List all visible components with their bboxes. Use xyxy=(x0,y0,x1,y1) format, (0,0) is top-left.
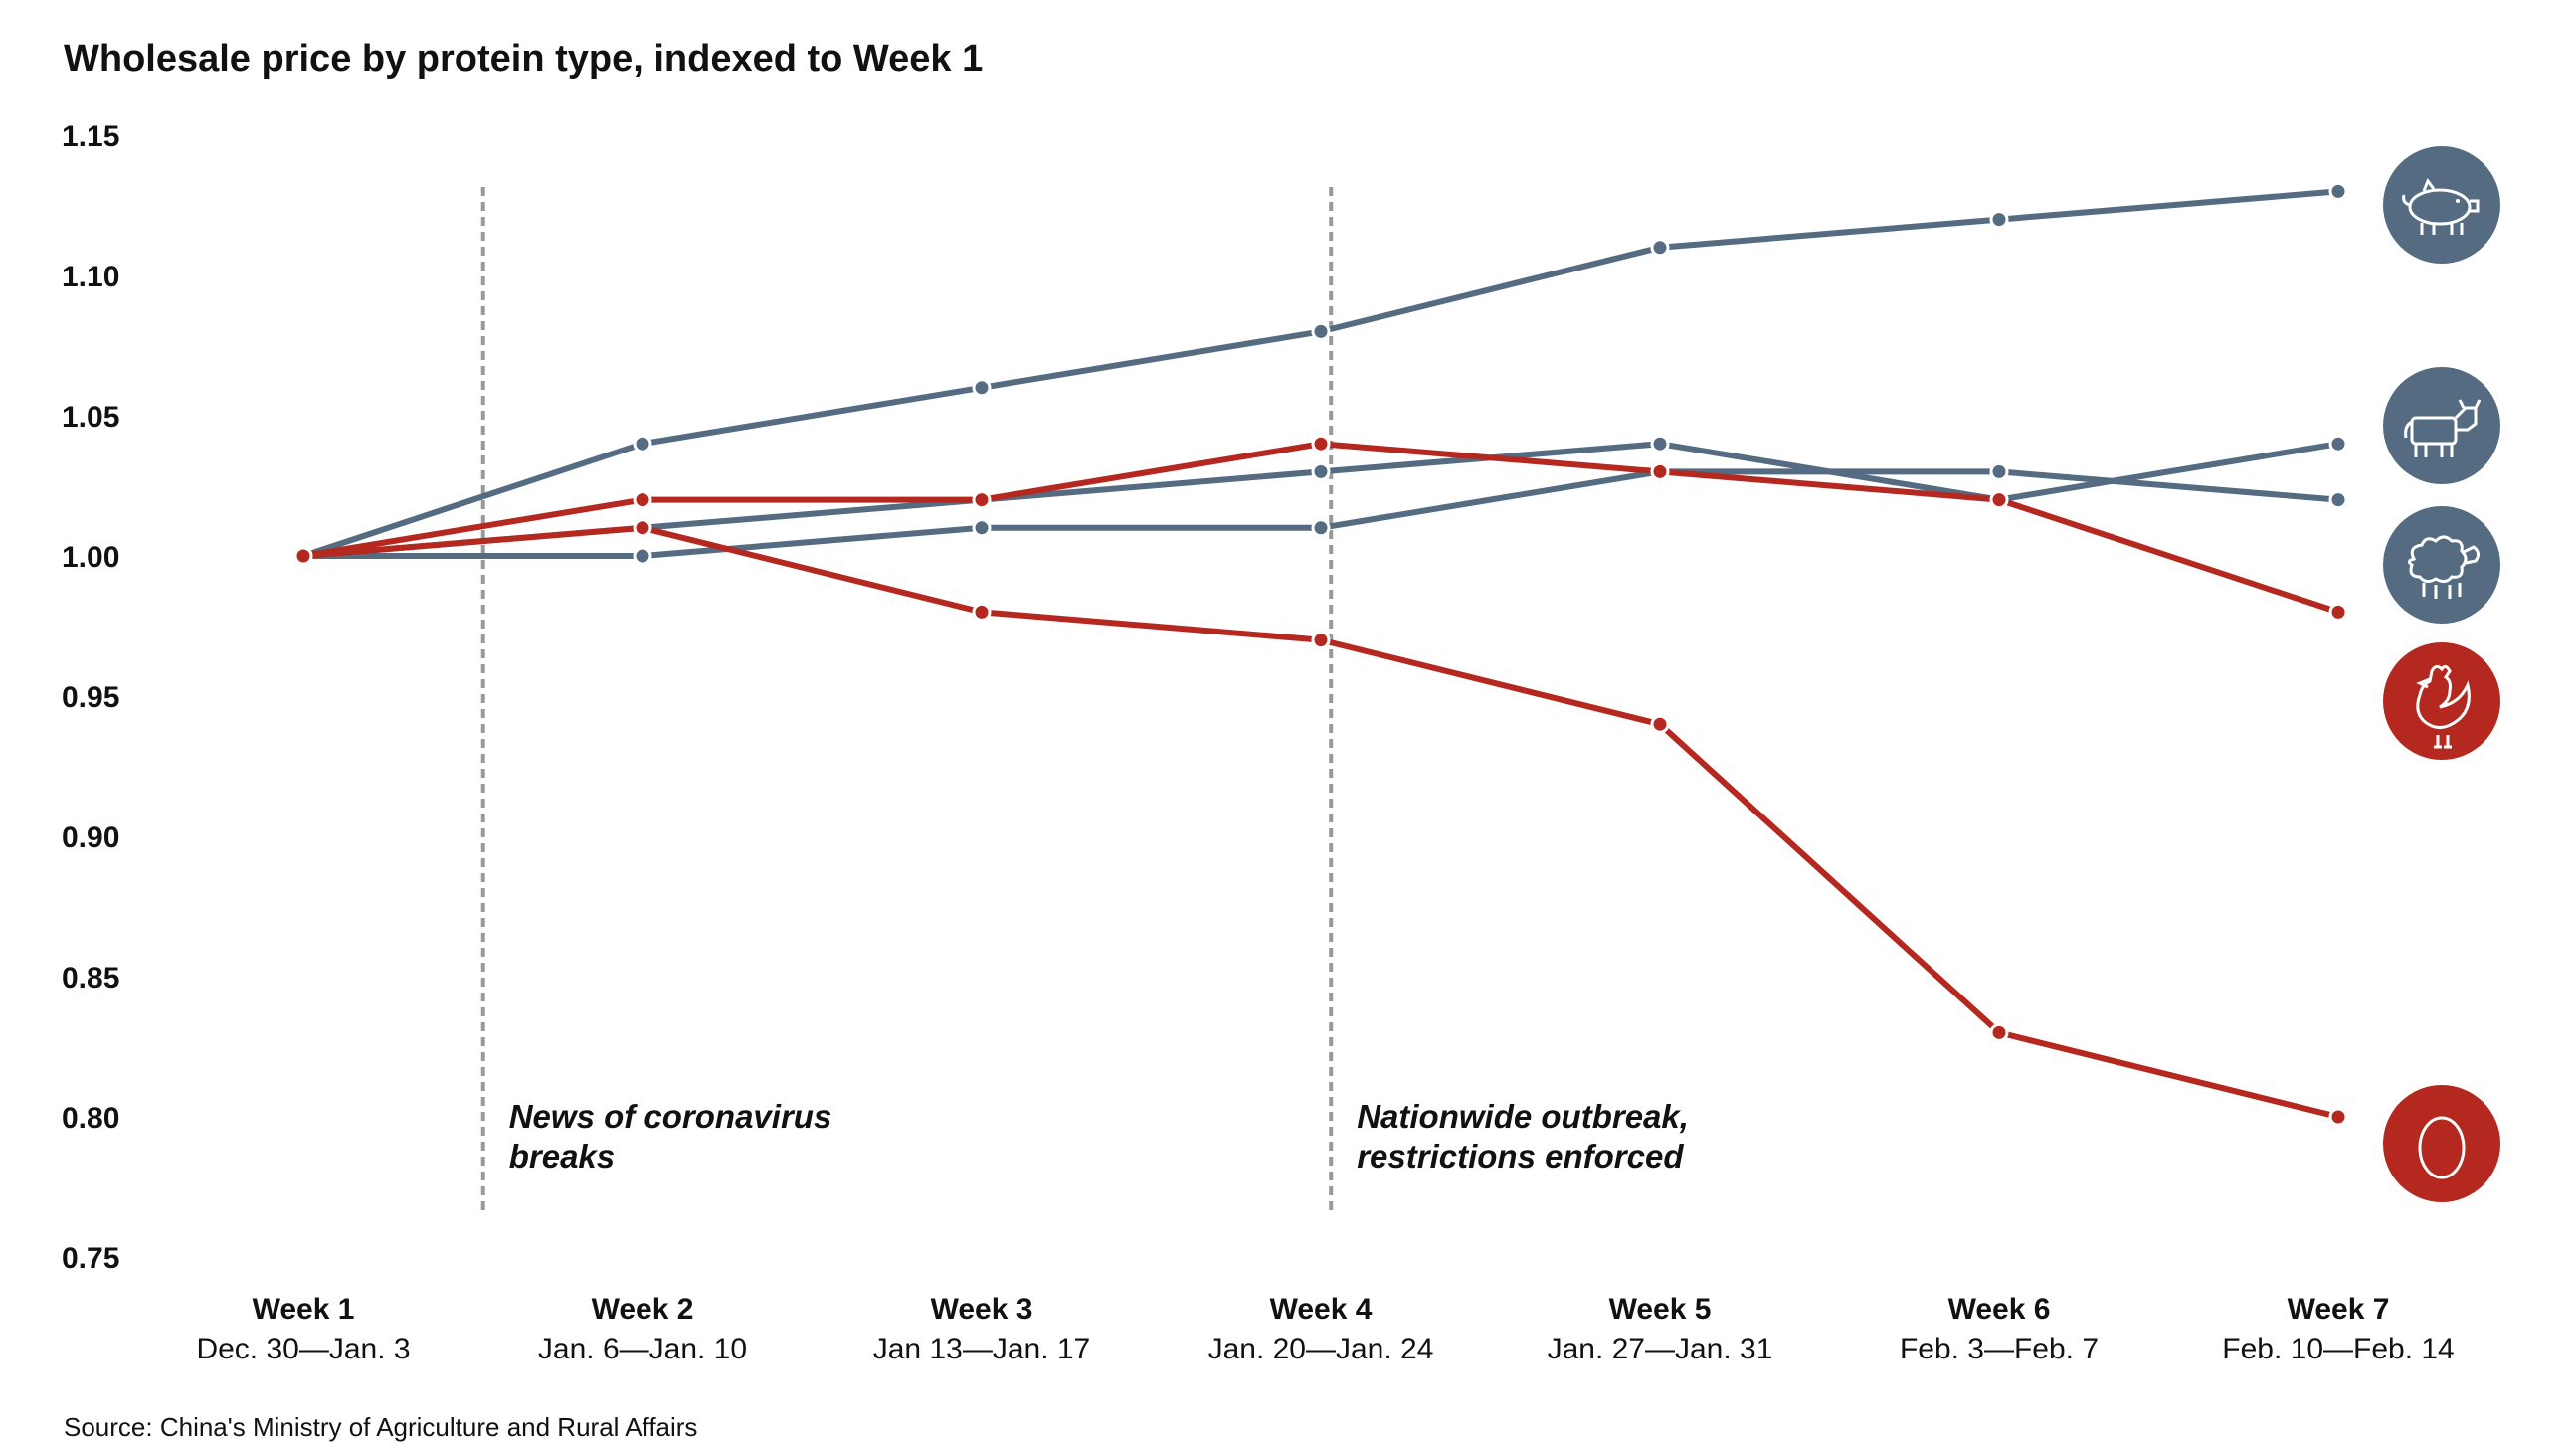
data-point xyxy=(1650,714,1670,734)
y-tick-label: 1.05 xyxy=(62,401,119,434)
icon-badge xyxy=(2383,367,2500,484)
data-point xyxy=(972,602,992,622)
x-tick-label: Week 2 xyxy=(592,1293,694,1326)
x-tick-label: Week 3 xyxy=(931,1293,1033,1326)
data-point xyxy=(633,546,652,566)
x-tick-label: Week 5 xyxy=(1609,1293,1712,1326)
annotation-text: restrictions enforced xyxy=(1357,1138,1684,1175)
y-tick-label: 1.00 xyxy=(62,541,119,574)
y-tick-label: 1.15 xyxy=(62,120,119,153)
cow-icon xyxy=(2383,367,2500,484)
x-tick-label: Week 7 xyxy=(2288,1293,2390,1326)
data-point xyxy=(972,490,992,510)
series-pig xyxy=(293,181,2348,566)
data-point xyxy=(972,378,992,398)
x-tick-date-label: Feb. 10—Feb. 14 xyxy=(2222,1333,2454,1365)
egg-icon xyxy=(2383,1085,2500,1202)
data-point xyxy=(1650,434,1670,453)
x-tick-date-label: Jan. 6—Jan. 10 xyxy=(538,1333,747,1365)
annotation-text: breaks xyxy=(509,1138,615,1175)
data-point xyxy=(1989,461,2009,481)
data-point xyxy=(633,490,652,510)
x-tick-date-label: Jan. 20—Jan. 24 xyxy=(1208,1333,1434,1365)
data-point xyxy=(293,546,313,566)
egg-icon-glyph xyxy=(2418,1116,2466,1179)
series-line xyxy=(300,441,2341,559)
cow-icon-glyph xyxy=(2404,399,2482,457)
data-point xyxy=(1311,321,1331,341)
x-tick-date-label: Jan 13—Jan. 17 xyxy=(873,1333,1090,1365)
icon-badge xyxy=(2383,506,2500,624)
data-point xyxy=(972,518,992,538)
icon-badge xyxy=(2383,1085,2500,1202)
x-tick-label: Week 4 xyxy=(1270,1293,1373,1326)
icon-badge xyxy=(2383,146,2500,264)
sheep-icon-glyph xyxy=(2407,535,2481,599)
annotation-text: News of coronavirus xyxy=(509,1098,832,1135)
series-line xyxy=(300,188,2341,559)
chart-source: Source: China's Ministry of Agriculture … xyxy=(64,1412,698,1442)
data-point xyxy=(1311,631,1331,650)
y-tick-label: 0.85 xyxy=(62,962,119,995)
series-line xyxy=(300,524,2341,1120)
x-tick-label: Week 1 xyxy=(253,1293,355,1326)
data-point xyxy=(1311,518,1331,538)
data-point xyxy=(1989,1022,2009,1042)
data-point xyxy=(1311,434,1331,453)
x-tick-label: Week 6 xyxy=(1948,1293,2051,1326)
y-tick-label: 1.10 xyxy=(62,261,119,293)
pig-icon xyxy=(2383,146,2500,264)
data-point xyxy=(1989,490,2009,510)
data-point xyxy=(1650,461,1670,481)
data-point xyxy=(2328,181,2348,201)
chicken-icon xyxy=(2383,642,2500,760)
y-tick-label: 0.80 xyxy=(62,1102,119,1135)
annotation-text: Nationwide outbreak, xyxy=(1357,1098,1689,1135)
data-point xyxy=(1650,238,1670,258)
chicken-icon-glyph xyxy=(2416,664,2471,749)
x-tick-date-label: Jan. 27—Jan. 31 xyxy=(1548,1333,1773,1365)
x-tick-date-label: Feb. 3—Feb. 7 xyxy=(1900,1333,2099,1365)
pig-icon-glyph xyxy=(2402,177,2480,235)
series-egg xyxy=(293,518,2348,1127)
data-point xyxy=(1311,461,1331,481)
data-point xyxy=(1989,210,2009,230)
chart-title: Wholesale price by protein type, indexed… xyxy=(64,38,984,80)
y-tick-label: 0.95 xyxy=(62,681,119,714)
sheep-icon xyxy=(2383,506,2500,624)
y-tick-label: 0.75 xyxy=(62,1242,119,1275)
data-point xyxy=(2328,1107,2348,1127)
data-point xyxy=(2328,602,2348,622)
data-point xyxy=(2328,490,2348,510)
data-point xyxy=(633,434,652,453)
x-tick-date-label: Dec. 30—Jan. 3 xyxy=(196,1333,410,1365)
icon-badge xyxy=(2383,642,2500,760)
data-point xyxy=(2328,434,2348,453)
data-point xyxy=(633,518,652,538)
y-tick-label: 0.90 xyxy=(62,821,119,854)
